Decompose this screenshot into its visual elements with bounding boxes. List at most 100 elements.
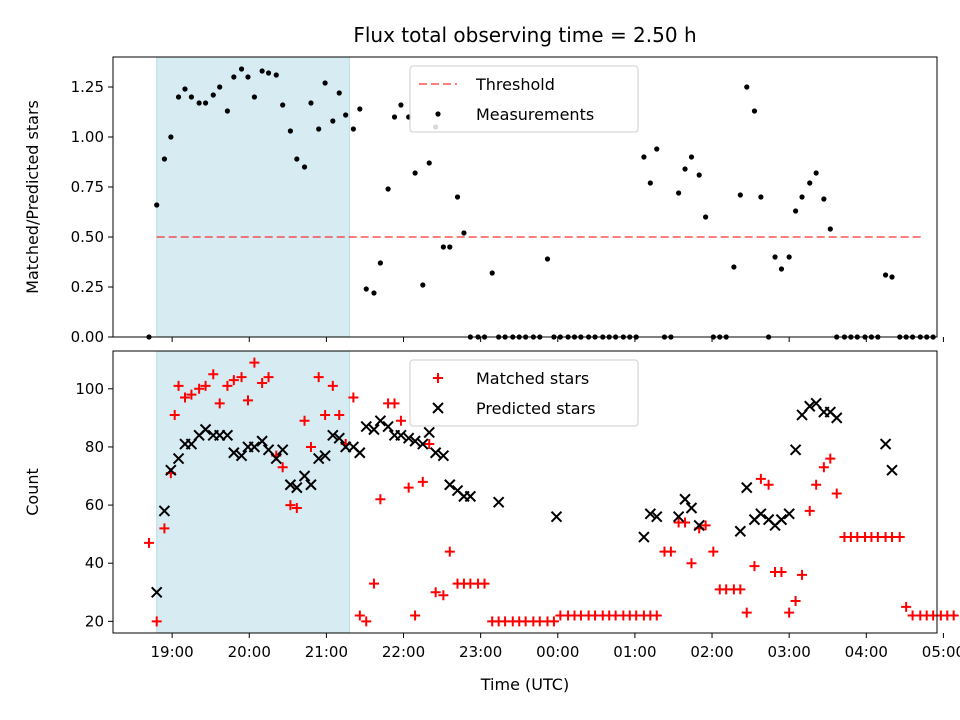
- bottom-series-1: [150, 397, 898, 599]
- predicted-star-point: [374, 415, 387, 427]
- measurement-point: [316, 126, 322, 132]
- predicted-star-point: [221, 429, 234, 442]
- predicted-star-point: [298, 470, 311, 482]
- x-tick-label: 23:00: [459, 643, 502, 661]
- measurement-point: [391, 114, 398, 120]
- measurement-point: [676, 190, 682, 196]
- matched-star-point: [354, 610, 365, 621]
- predicted-star-point: [831, 412, 843, 424]
- measurement-point: [371, 290, 377, 296]
- measurement-point: [357, 106, 363, 112]
- measurement-point: [322, 80, 328, 86]
- measurement-point: [398, 102, 404, 108]
- measurement-point: [330, 118, 336, 124]
- matched-star-point: [236, 372, 247, 383]
- measurement-point: [758, 194, 764, 200]
- matched-star-point: [299, 415, 310, 426]
- legend-matched-swatch: [433, 373, 443, 383]
- measurement-point: [821, 196, 827, 202]
- predicted-star-point: [550, 511, 563, 523]
- x-tick-label: 01:00: [613, 643, 656, 661]
- top-shaded-span: [156, 56, 351, 338]
- predicted-star-point: [327, 429, 339, 442]
- predicted-star-point: [672, 511, 685, 523]
- bottom-y-tick-label: 20: [85, 612, 104, 630]
- bottom-legend-label: Predicted stars: [476, 399, 596, 418]
- matched-star-point: [222, 380, 233, 391]
- predicted-star-point: [644, 508, 657, 520]
- measurement-point: [154, 202, 160, 208]
- measurement-point: [161, 156, 168, 162]
- matched-star-point: [741, 607, 752, 618]
- predicted-star-point: [409, 435, 421, 447]
- predicted-star-point: [248, 441, 261, 453]
- measurement-point: [385, 186, 391, 192]
- matched-star-point: [403, 482, 414, 493]
- x-tick-label: 03:00: [768, 643, 811, 661]
- measurement-point: [447, 244, 453, 250]
- matched-star-point: [327, 380, 338, 391]
- predicted-star-point: [651, 511, 663, 523]
- matched-star-point: [700, 520, 711, 531]
- predicted-star-point: [284, 479, 297, 491]
- measurement-point: [308, 100, 314, 106]
- measurement-point: [412, 170, 418, 176]
- x-tick-label: 00:00: [536, 643, 579, 661]
- x-axis-title: Time (UTC): [480, 675, 569, 694]
- measurement-point: [350, 126, 356, 132]
- chart-title: Flux total observing time = 2.50 h: [353, 23, 696, 47]
- matched-star-point: [430, 587, 441, 598]
- matched-star-point: [901, 601, 912, 612]
- measurement-point: [231, 74, 237, 80]
- measurement-point: [294, 156, 300, 162]
- measurement-point: [813, 170, 819, 176]
- matched-star-point: [228, 375, 239, 386]
- matched-star-point: [159, 523, 170, 534]
- predicted-star-point: [333, 432, 345, 444]
- matched-star-point: [763, 479, 774, 490]
- bottom-y-tick-label: 100: [75, 380, 104, 398]
- measurement-point: [778, 266, 785, 272]
- measurement-point: [188, 94, 195, 100]
- bottom-axes-frame: [112, 350, 938, 634]
- measurement-point: [751, 108, 758, 114]
- predicted-star-point: [368, 423, 380, 436]
- measurement-point: [336, 90, 342, 96]
- measurement-point: [287, 128, 293, 134]
- matched-star-point: [680, 517, 691, 528]
- matched-star-point: [708, 546, 719, 557]
- matched-star-point: [825, 453, 836, 464]
- matched-star-point: [665, 546, 676, 557]
- matched-star-point: [444, 546, 455, 557]
- predicted-star-point: [312, 452, 325, 465]
- predicted-star-point: [402, 432, 415, 444]
- x-tick-label: 22:00: [382, 643, 425, 661]
- matched-star-point: [790, 596, 801, 607]
- measurement-point: [420, 282, 426, 288]
- matched-star-point: [200, 380, 211, 391]
- measurement-point: [786, 254, 792, 260]
- predicted-star-point: [429, 447, 442, 459]
- matched-star-point: [424, 439, 435, 450]
- matched-star-point: [186, 389, 197, 400]
- predicted-star-point: [172, 452, 185, 465]
- matched-star-point: [214, 398, 225, 409]
- matched-star-point: [257, 377, 268, 388]
- matched-star-point: [755, 473, 766, 484]
- top-legend-box: [409, 65, 639, 133]
- legend-predicted-swatch: [432, 402, 444, 414]
- predicted-star-point: [235, 449, 248, 462]
- predicted-star-point: [879, 438, 892, 450]
- matched-star-point: [313, 372, 324, 383]
- matched-star-point: [818, 462, 829, 473]
- measurement-point: [882, 272, 889, 278]
- matched-star-point: [194, 383, 205, 394]
- measurement-point: [259, 68, 265, 74]
- matched-star-point: [368, 578, 379, 589]
- bottom-y-tick-label: 60: [85, 496, 104, 514]
- x-tick-label: 05:00: [922, 643, 960, 661]
- x-tick-label: 19:00: [151, 643, 194, 661]
- measurement-point: [647, 180, 653, 186]
- x-tick-label: 02:00: [690, 643, 733, 661]
- predicted-star-point: [789, 444, 802, 456]
